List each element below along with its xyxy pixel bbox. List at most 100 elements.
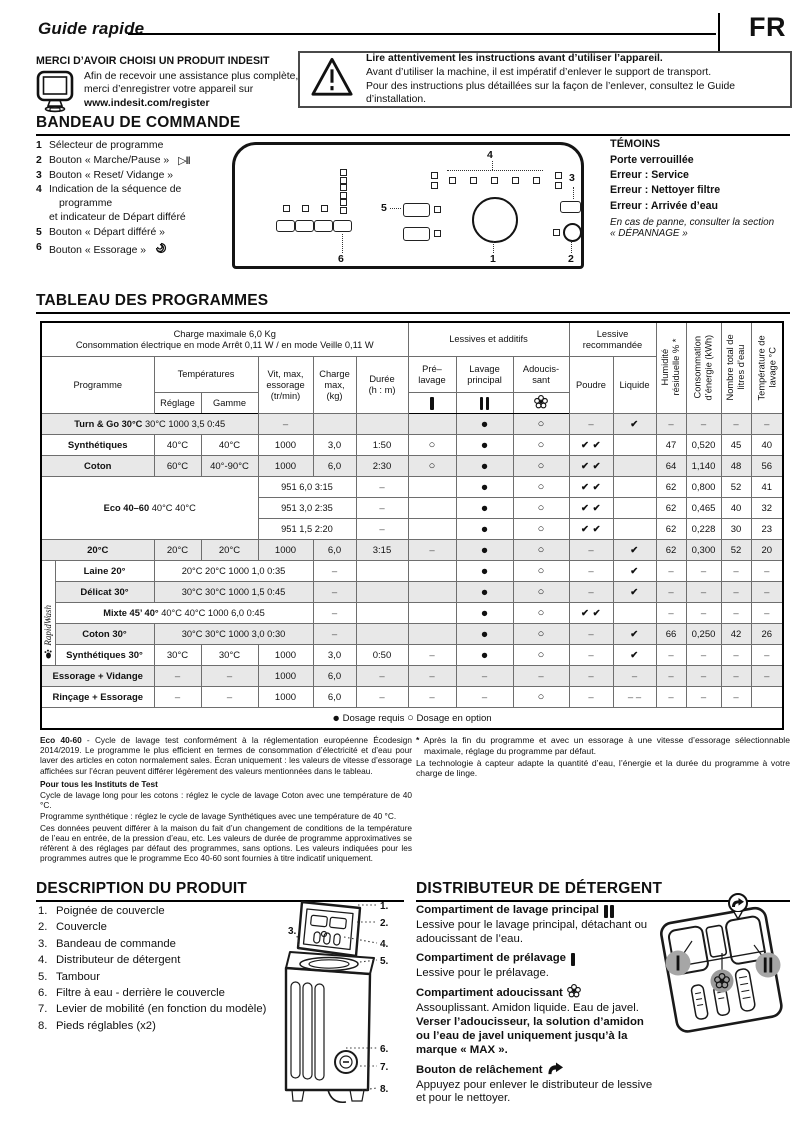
table-cell: – <box>568 581 614 603</box>
indicator-square <box>340 176 347 184</box>
table-header-cell: Températures <box>153 356 259 393</box>
description-item-label: Poignée de couvercle <box>56 905 165 917</box>
table-cell: – <box>720 602 752 624</box>
bandeau-item: 4 Indication de la séquence de programme et… <box>36 183 241 224</box>
description-item: 6. Filtre à eau - derrière le couvercle <box>38 985 276 1001</box>
table-cell: – <box>655 560 687 582</box>
header-tick <box>718 13 720 51</box>
table-cell: 0,520 <box>685 434 722 456</box>
description-item-number: 2. <box>38 921 48 934</box>
bandeau-item-label: Sélecteur de programme <box>49 140 164 151</box>
warning-line1: Lire attentivement les instructions avan… <box>366 53 663 65</box>
table-cell <box>407 476 457 498</box>
indicator-square <box>431 172 438 179</box>
footnote-paragraph: Cycle de lavage long pour les cotons : r… <box>40 790 412 811</box>
table-cell: 30°C <box>200 644 259 666</box>
callout-4: 4. <box>380 939 389 950</box>
table-cell: – <box>720 413 752 435</box>
panel-label-3: 3 <box>569 172 575 184</box>
table-cell: 30°C 30°C 1000 3,0 0:30 <box>153 623 314 645</box>
table-cell: 0,228 <box>685 518 722 540</box>
option-button <box>295 220 314 232</box>
temoin-label: Erreur : Arrivée d’eau <box>610 199 718 212</box>
temoins-heading: TÉMOINS <box>610 138 661 150</box>
paw-icon <box>44 648 53 662</box>
table-cell <box>612 497 657 519</box>
table-cell: RapidWash <box>40 560 56 666</box>
reset-drain-button <box>403 227 430 241</box>
panel-label-5: 5 <box>381 202 387 214</box>
table-cell: ○ <box>512 644 570 666</box>
table-cell: 6,0 <box>312 539 357 561</box>
table-cell: ✔ <box>612 581 657 603</box>
bandeau-item-label: Bouton « Départ différé » <box>49 226 165 238</box>
table-cell: ✔ <box>612 539 657 561</box>
description-item: 1. Poignée de couvercle <box>38 903 276 919</box>
table-cell: ✔ ✔ <box>568 434 614 456</box>
bandeau-item-label: programme <box>59 198 113 210</box>
table-cell: ● <box>455 434 514 456</box>
description-heading: DESCRIPTION DU PRODUIT <box>36 880 404 902</box>
table-cell: – <box>355 518 409 540</box>
indicator-square <box>434 230 441 237</box>
dispenser-block-text: Lessive pour le lavage principal, détach… <box>416 919 648 945</box>
dispenser-block-title: Compartiment de prélavage <box>416 951 658 967</box>
bandeau-item: 1 Sélecteur de programme <box>36 139 241 153</box>
callout-8: 8. <box>380 1084 389 1095</box>
table-header-cell: Gamme <box>200 392 259 414</box>
temoins-note2: « DÉPANNAGE » <box>610 228 688 240</box>
table-cell: – <box>568 644 614 666</box>
warning-line3: Pour des instructions plus détaillées su… <box>366 80 736 106</box>
table-cell: – <box>720 581 752 603</box>
description-item-number: 5. <box>38 970 48 983</box>
register-url: www.indesit.com/register <box>84 97 210 109</box>
table-cell: 6,0 <box>312 455 357 477</box>
table-cell: – <box>312 560 357 582</box>
bandeau-item-number: 3 <box>36 169 42 181</box>
description-item-label: Bandeau de commande <box>56 937 176 950</box>
callout-6: 6. <box>380 1044 389 1055</box>
rapidwash-label: RapidWash <box>43 604 54 646</box>
indicator-square <box>555 182 562 189</box>
bandeau-item: 3 Bouton « Reset/ Vidange » <box>36 169 241 183</box>
bandeau-item-label: Bouton « Marche/Pause » ▷‖ <box>49 154 191 167</box>
table-cell: – <box>200 665 259 687</box>
table-cell: 62 <box>655 539 687 561</box>
table-cell: – <box>355 497 409 519</box>
table-cell: – <box>407 539 457 561</box>
table-cell: Synthétiques <box>40 434 155 456</box>
leader-line <box>390 208 401 209</box>
table-cell: ○ <box>407 434 457 456</box>
callout-5: 5. <box>380 956 389 967</box>
start-pause-button <box>563 223 582 242</box>
table-header-cell: Charge maximale 6,0 Kg Consommation élec… <box>40 321 409 357</box>
table-cell: – <box>750 413 784 435</box>
warning-box: Lire attentivement les instructions avan… <box>298 51 792 108</box>
register-section: MERCI D’AVOIR CHOISI UN PRODUIT INDESIT … <box>36 55 304 119</box>
header-rule <box>128 33 716 35</box>
temoins-lines: Porte verrouillée Erreur : Service Erreur … <box>610 153 794 214</box>
table-row: Eco 40–60 40°C 40°C 951 6,0 3:15– ● ○ ✔ ✔ 62 0… <box>40 476 784 540</box>
indicator-square <box>533 177 540 184</box>
table-cell: – <box>407 644 457 666</box>
dispenser-illustration <box>650 893 792 1050</box>
table-cell: 1000 <box>257 644 314 666</box>
bandeau-item-label: Indication de la séquence de <box>49 184 182 196</box>
bandeau-item: 5 Bouton « Départ différé » <box>36 226 241 240</box>
dispenser-heading: DISTRIBUTEUR DE DÉTERGENT <box>416 880 790 902</box>
table-cell: ● <box>455 539 514 561</box>
table-header-cell: Lessive recommandée <box>568 321 657 357</box>
table-cell: 0,465 <box>685 497 722 519</box>
table-header-cell: Lavage principal <box>455 356 514 393</box>
table-cell: Rinçage + Essorage <box>40 686 155 708</box>
indicator-square <box>512 177 519 184</box>
programme-table: Charge maximale 6,0 Kg Consommation élec… <box>40 321 784 730</box>
description-item-number: 3. <box>38 937 48 950</box>
table-cell: Laine 20° <box>54 560 155 582</box>
play-pause-icon: ▷‖ <box>178 154 190 167</box>
table-cell <box>312 413 357 435</box>
description-item-label: Pieds réglables (x2) <box>56 1019 156 1032</box>
table-cell: 62 <box>655 518 687 540</box>
table-cell: 0,250 <box>685 623 722 645</box>
description-item-number: 6. <box>38 987 48 1000</box>
